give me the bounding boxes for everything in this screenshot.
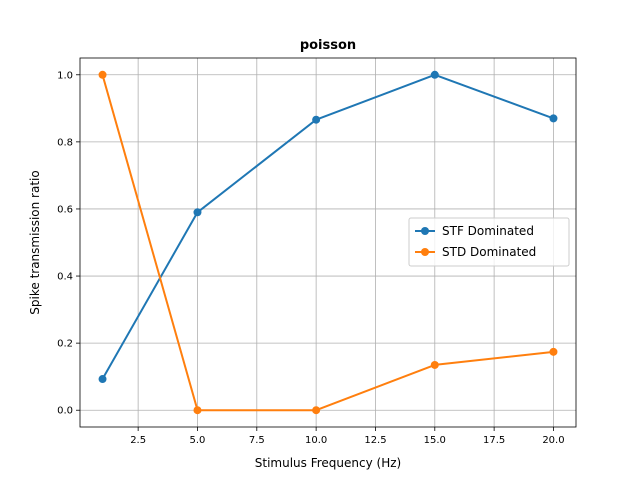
y-tick-label: 1.0 bbox=[57, 70, 73, 81]
y-tick-label: 0.4 bbox=[57, 272, 73, 283]
x-tick-label: 12.5 bbox=[364, 435, 386, 446]
x-tick-label: 5.0 bbox=[190, 435, 206, 446]
plot-frame bbox=[79, 57, 577, 428]
legend-marker-stf bbox=[421, 227, 429, 235]
x-tick-label: 17.5 bbox=[483, 435, 505, 446]
data-point bbox=[98, 375, 107, 384]
series-layer bbox=[98, 70, 558, 415]
legend-box bbox=[408, 217, 570, 267]
y-axis-label: Spike transmission ratio bbox=[28, 170, 42, 314]
legend-label-std: STD Dominated bbox=[442, 245, 536, 259]
x-tick-label: 15.0 bbox=[424, 435, 446, 446]
x-tick-label: 20.0 bbox=[542, 435, 564, 446]
data-point bbox=[98, 70, 107, 79]
legend: STF Dominated STD Dominated bbox=[408, 217, 570, 267]
x-tick-label: 7.5 bbox=[249, 435, 265, 446]
chart-title: poisson bbox=[300, 38, 356, 53]
data-point bbox=[312, 406, 321, 415]
data-point bbox=[312, 115, 321, 124]
data-point bbox=[549, 347, 558, 356]
y-tick-label: 0.2 bbox=[57, 339, 73, 350]
legend-label-stf: STF Dominated bbox=[442, 224, 534, 238]
data-point bbox=[193, 406, 202, 415]
y-tick-label: 0.6 bbox=[57, 204, 73, 215]
legend-marker-std bbox=[421, 248, 429, 256]
data-point bbox=[430, 360, 439, 369]
x-tick-label: 2.5 bbox=[130, 435, 146, 446]
data-point bbox=[430, 70, 439, 79]
x-axis-label: Stimulus Frequency (Hz) bbox=[255, 456, 401, 470]
y-tick-label: 0.0 bbox=[57, 406, 73, 417]
y-tick-label: 0.8 bbox=[57, 137, 73, 148]
axis-ticks: 2.5 5.0 7.5 10.0 12.5 15.0 17.5 20.0 0.0 0.2 0.4 0.… bbox=[57, 70, 564, 446]
data-point bbox=[193, 208, 202, 217]
x-tick-label: 10.0 bbox=[305, 435, 327, 446]
data-point bbox=[549, 114, 558, 123]
